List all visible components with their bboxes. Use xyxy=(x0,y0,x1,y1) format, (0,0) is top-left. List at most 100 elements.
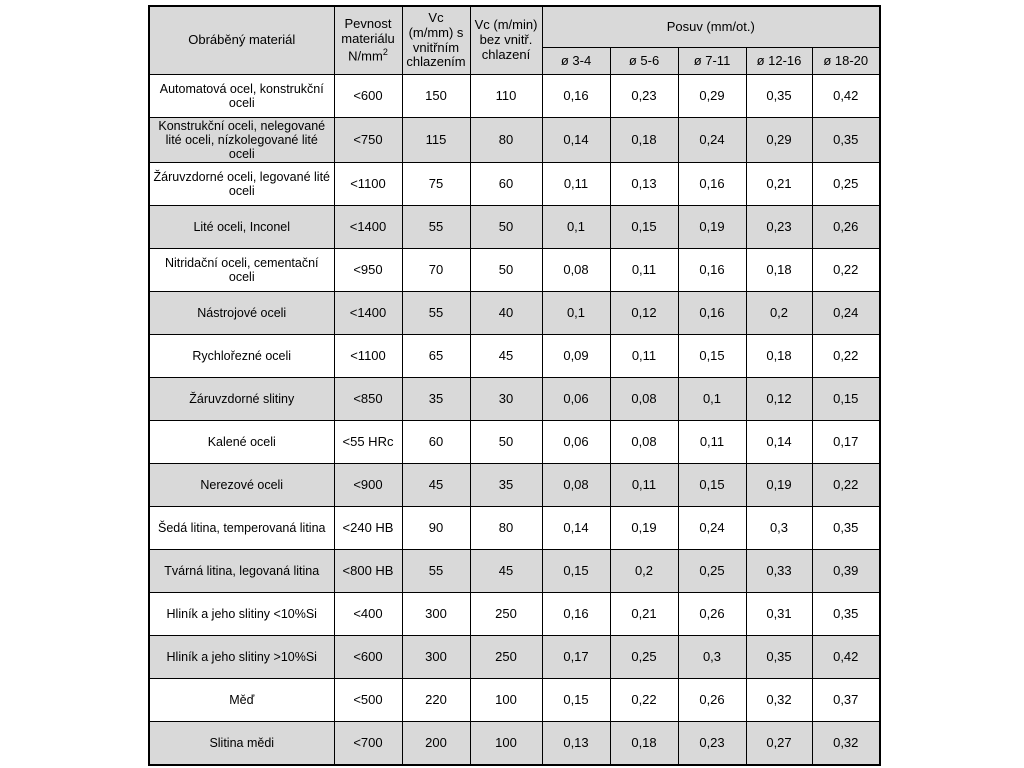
feed-cell: 0,08 xyxy=(609,377,679,421)
table-row: Tvárná litina, legovaná litina <800 HB 55 4… xyxy=(148,549,881,593)
material-cell: Kalené oceli xyxy=(148,420,335,464)
strength-cell: <850 xyxy=(333,377,403,421)
feed-cell: 0,35 xyxy=(811,117,881,163)
feed-cell: 0,16 xyxy=(541,592,611,636)
material-cell: Lité oceli, Inconel xyxy=(148,205,335,249)
feed-cell: 0,09 xyxy=(541,334,611,378)
feed-cell: 0,39 xyxy=(811,549,881,593)
feed-cell: 0,19 xyxy=(677,205,747,249)
feed-cell: 0,24 xyxy=(677,506,747,550)
feed-cell: 0,26 xyxy=(677,592,747,636)
feed-cell: 0,08 xyxy=(609,420,679,464)
header-posuv: Posuv (mm/ot.) xyxy=(541,5,881,48)
feed-cell: 0,16 xyxy=(677,162,747,206)
feed-cell: 0,24 xyxy=(677,117,747,163)
vc-external-cell: 100 xyxy=(469,678,543,722)
strength-cell: <900 xyxy=(333,463,403,507)
material-cell: Hliník a jeho slitiny <10%Si xyxy=(148,592,335,636)
strength-cell: <500 xyxy=(333,678,403,722)
feed-cell: 0,25 xyxy=(677,549,747,593)
feed-cell: 0,26 xyxy=(677,678,747,722)
strength-cell: <600 xyxy=(333,635,403,679)
feed-cell: 0,14 xyxy=(541,506,611,550)
material-cell: Měď xyxy=(148,678,335,722)
feed-cell: 0,18 xyxy=(745,334,813,378)
vc-internal-cell: 300 xyxy=(401,635,471,679)
feed-cell: 0,35 xyxy=(811,592,881,636)
feed-cell: 0,32 xyxy=(745,678,813,722)
header-diameter: ø 7-11 xyxy=(677,47,747,75)
material-cell: Šedá litina, temperovaná litina xyxy=(148,506,335,550)
feed-cell: 0,15 xyxy=(677,334,747,378)
feed-cell: 0,35 xyxy=(811,506,881,550)
header-row-diameters: ø 3-4 ø 5-6 ø 7-11 ø 12-16 ø 18-20 xyxy=(149,47,881,75)
vc-internal-cell: 55 xyxy=(401,291,471,335)
table-row: Kalené oceli <55 HRc 60 50 0,06 0,08 0,11 0,14 0… xyxy=(148,420,881,464)
vc-internal-cell: 220 xyxy=(401,678,471,722)
header-strength-text: Pevnost materiálu N/mm xyxy=(341,15,395,64)
feed-cell: 0,3 xyxy=(677,635,747,679)
feed-cell: 0,18 xyxy=(745,248,813,292)
feed-cell: 0,15 xyxy=(811,377,881,421)
material-cell: Rychlořezné oceli xyxy=(148,334,335,378)
feed-cell: 0,24 xyxy=(811,291,881,335)
feed-cell: 0,13 xyxy=(541,721,611,766)
feed-cell: 0,25 xyxy=(811,162,881,206)
strength-cell: <600 xyxy=(333,74,403,118)
material-cell: Nástrojové oceli xyxy=(148,291,335,335)
feed-cell: 0,19 xyxy=(609,506,679,550)
feed-cell: 0,2 xyxy=(609,549,679,593)
vc-external-cell: 80 xyxy=(469,506,543,550)
feed-cell: 0,22 xyxy=(811,334,881,378)
feed-cell: 0,12 xyxy=(745,377,813,421)
table-row: Měď <500 220 100 0,15 0,22 0,26 0,32 0,37 xyxy=(148,678,881,722)
feed-cell: 0,06 xyxy=(541,420,611,464)
vc-external-cell: 50 xyxy=(469,420,543,464)
header-strength: Pevnost materiálu N/mm2 xyxy=(333,5,403,75)
feed-cell: 0,25 xyxy=(609,635,679,679)
vc-internal-cell: 150 xyxy=(401,74,471,118)
material-cell: Hliník a jeho slitiny >10%Si xyxy=(148,635,335,679)
vc-external-cell: 60 xyxy=(469,162,543,206)
strength-cell: <1100 xyxy=(333,334,403,378)
feed-cell: 0,15 xyxy=(541,678,611,722)
vc-external-cell: 45 xyxy=(469,334,543,378)
feed-cell: 0,2 xyxy=(745,291,813,335)
vc-external-cell: 80 xyxy=(469,117,543,163)
vc-internal-cell: 65 xyxy=(401,334,471,378)
table-row: Hliník a jeho slitiny <10%Si <400 300 250 0,… xyxy=(148,592,881,636)
feed-cell: 0,15 xyxy=(609,205,679,249)
vc-external-cell: 40 xyxy=(469,291,543,335)
vc-internal-cell: 70 xyxy=(401,248,471,292)
feed-cell: 0,37 xyxy=(811,678,881,722)
table-row: Žáruvzdorné slitiny <850 35 30 0,06 0,08 0,1 0,… xyxy=(148,377,881,421)
feed-cell: 0,11 xyxy=(609,248,679,292)
feed-cell: 0,12 xyxy=(609,291,679,335)
material-cell: Tvárná litina, legovaná litina xyxy=(148,549,335,593)
feed-cell: 0,22 xyxy=(811,463,881,507)
vc-internal-cell: 35 xyxy=(401,377,471,421)
header-diameter: ø 5-6 xyxy=(609,47,679,75)
feed-cell: 0,1 xyxy=(677,377,747,421)
feed-cell: 0,11 xyxy=(677,420,747,464)
vc-external-cell: 30 xyxy=(469,377,543,421)
feed-cell: 0,14 xyxy=(745,420,813,464)
material-cell: Automatová ocel, konstrukční oceli xyxy=(148,74,335,118)
strength-cell: <800 HB xyxy=(333,549,403,593)
table-row: Automatová ocel, konstrukční oceli <600 15… xyxy=(148,74,881,118)
table-row: Konstrukční oceli, nelegované lité oceli… xyxy=(148,117,881,163)
feed-cell: 0,16 xyxy=(541,74,611,118)
vc-internal-cell: 115 xyxy=(401,117,471,163)
feed-cell: 0,35 xyxy=(745,635,813,679)
feed-cell: 0,06 xyxy=(541,377,611,421)
machining-parameters-table: Obráběný materiál Pevnost materiálu N/mm… xyxy=(148,5,881,766)
table-row: Lité oceli, Inconel <1400 55 50 0,1 0,15 0,19 0… xyxy=(148,205,881,249)
feed-cell: 0,1 xyxy=(541,291,611,335)
feed-cell: 0,17 xyxy=(811,420,881,464)
feed-cell: 0,15 xyxy=(677,463,747,507)
feed-cell: 0,1 xyxy=(541,205,611,249)
feed-cell: 0,11 xyxy=(609,334,679,378)
vc-external-cell: 45 xyxy=(469,549,543,593)
feed-cell: 0,21 xyxy=(609,592,679,636)
feed-cell: 0,32 xyxy=(811,721,881,766)
